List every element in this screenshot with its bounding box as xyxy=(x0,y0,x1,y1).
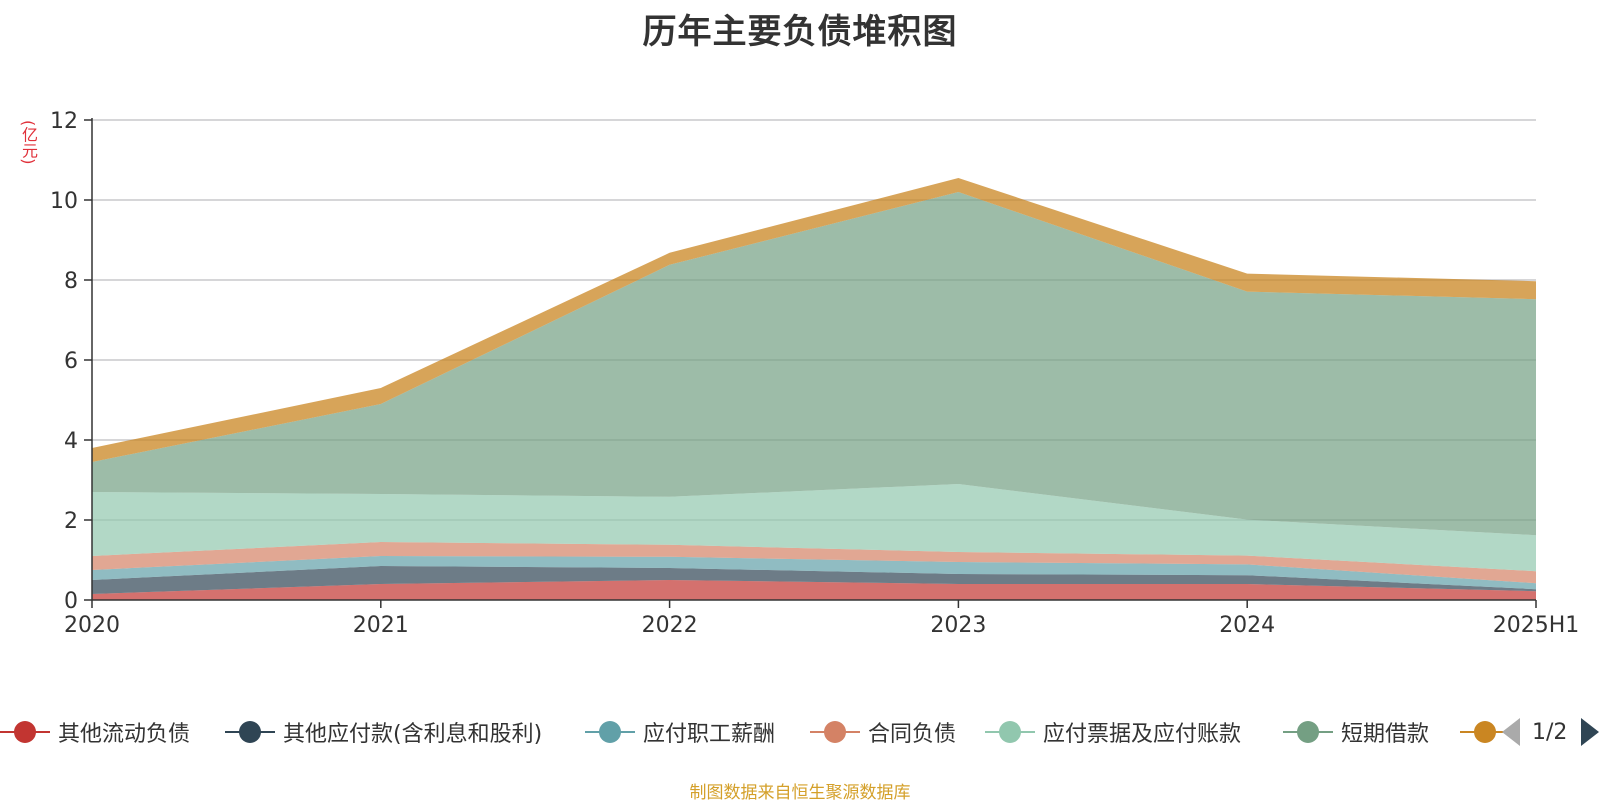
legend-item-5[interactable]: 应付票据及应付账款 xyxy=(985,712,1241,752)
legend-item-4[interactable]: 合同负债 xyxy=(810,712,956,752)
legend-item-7[interactable] xyxy=(1460,712,1510,752)
y-tick-label: 12 xyxy=(50,109,78,134)
y-tick-label: 10 xyxy=(50,189,78,214)
x-tick-label: 2024 xyxy=(1219,613,1275,638)
legend-item-3[interactable]: 应付职工薪酬 xyxy=(585,712,775,752)
y-axis-unit-label: (亿元) xyxy=(19,120,38,165)
legend-label: 短期借款 xyxy=(1341,722,1430,747)
area-series-5[interactable] xyxy=(92,484,1536,572)
x-tick-label: 2021 xyxy=(353,613,409,638)
stacked-area-chart: 0 2 4 6 8 10 12 2020 2021 2022 2023 2024 2025H1 xyxy=(50,109,1579,638)
area-series-6[interactable] xyxy=(92,192,1536,536)
area-series-1[interactable] xyxy=(92,580,1536,600)
legend-label: 合同负债 xyxy=(868,722,957,747)
legend-label: 应付职工薪酬 xyxy=(643,722,776,747)
legend-item-2[interactable]: 其他应付款(含利息和股利) xyxy=(225,712,542,752)
y-tick-label: 6 xyxy=(64,349,78,374)
axes: 0 2 4 6 8 10 12 2020 2021 2022 2023 2024 2025H1 xyxy=(50,109,1579,638)
source-note: 制图数据来自恒生聚源数据库 xyxy=(689,783,911,803)
legend-marker-icon xyxy=(1460,712,1510,752)
area-series-3[interactable] xyxy=(92,556,1536,590)
area-series xyxy=(92,178,1536,600)
y-tick-label: 0 xyxy=(64,589,78,614)
legend-label: 应付票据及应付账款 xyxy=(1043,722,1242,747)
legend-marker-icon xyxy=(585,712,635,752)
legend-marker-icon xyxy=(1283,712,1333,752)
area-series-2[interactable] xyxy=(92,566,1536,594)
y-tick-label: 8 xyxy=(64,269,78,294)
legend-page-indicator: 1/2 xyxy=(1532,719,1568,745)
legend-next-page-icon[interactable] xyxy=(1581,718,1600,746)
legend-prev-page-icon[interactable] xyxy=(1502,718,1520,746)
legend-marker-icon xyxy=(985,712,1035,752)
legend-pager: 1/2 xyxy=(1500,712,1600,752)
legend-item-6[interactable]: 短期借款 xyxy=(1283,712,1429,752)
x-tick-label: 2025H1 xyxy=(1493,613,1580,638)
legend-item-1[interactable]: 其他流动负债 xyxy=(0,712,190,752)
legend: 其他流动负债 其他应付款(含利息和股利) 应付职工薪酬 合同负债 应付票据及应付账款 短期… xyxy=(0,712,1600,752)
chart-title: 历年主要负债堆积图 xyxy=(642,12,958,52)
legend-label: 其他应付款(含利息和股利) xyxy=(283,722,543,747)
x-tick-label: 2022 xyxy=(642,613,698,638)
legend-marker-icon xyxy=(810,712,860,752)
legend-marker-icon xyxy=(0,712,50,752)
y-tick-label: 4 xyxy=(64,429,78,454)
y-tick-label: 2 xyxy=(64,509,78,534)
x-tick-label: 2020 xyxy=(64,613,120,638)
legend-marker-icon xyxy=(225,712,275,752)
area-series-4[interactable] xyxy=(92,542,1536,584)
x-tick-label: 2023 xyxy=(930,613,986,638)
legend-label: 其他流动负债 xyxy=(58,722,191,747)
